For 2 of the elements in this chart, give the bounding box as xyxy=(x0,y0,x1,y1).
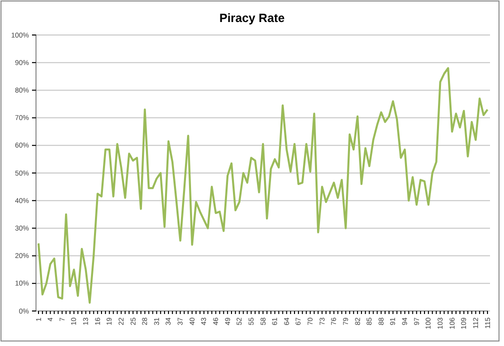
chart-title: Piracy Rate xyxy=(219,11,286,25)
line-series xyxy=(38,67,488,304)
